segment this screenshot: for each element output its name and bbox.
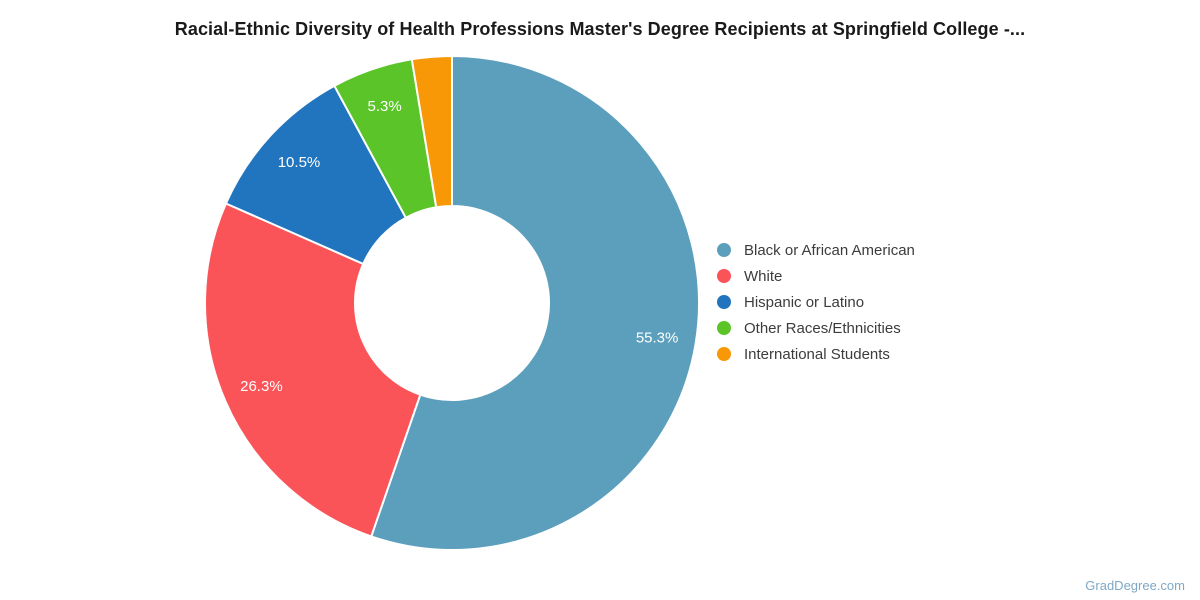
legend-item-white[interactable]: White — [717, 263, 915, 289]
pie-slice-international-students[interactable] — [410, 55, 453, 209]
legend-item-international-students[interactable]: International Students — [717, 341, 915, 367]
legend-label: Black or African American — [744, 241, 915, 259]
chart-title: Racial-Ethnic Diversity of Health Profes… — [174, 19, 1026, 39]
pie-slice-hispanic-or-latino[interactable] — [224, 84, 407, 265]
legend-swatch-icon — [717, 295, 731, 309]
legend-swatch-icon — [717, 269, 731, 283]
slice-label-black-or-african-american: 55.3% — [636, 330, 679, 347]
chart-legend: Black or African American White Hispanic… — [717, 237, 915, 367]
legend-item-hispanic-or-latino[interactable]: Hispanic or Latino — [717, 289, 915, 315]
legend-label: Other Races/Ethnicities — [744, 319, 901, 337]
slice-label-white: 26.3% — [240, 378, 283, 395]
legend-swatch-icon — [717, 321, 731, 335]
slice-label-other-races-ethnicities: 5.3% — [367, 98, 401, 115]
legend-label: Hispanic or Latino — [744, 293, 865, 311]
slice-label-hispanic-or-latino: 10.5% — [278, 154, 321, 171]
pie-slice-white[interactable] — [204, 202, 422, 538]
legend-item-other-races-ethnicities[interactable]: Other Races/Ethnicities — [717, 315, 915, 341]
legend-swatch-icon — [717, 243, 731, 257]
legend-label: White — [744, 267, 783, 285]
legend-swatch-icon — [717, 347, 731, 361]
legend-label: International Students — [744, 345, 890, 363]
watermark-link[interactable]: GradDegree.com — [1085, 578, 1185, 593]
legend-item-black-or-african-american[interactable]: Black or African American — [717, 237, 915, 263]
pie-slice-black-or-african-american[interactable] — [370, 55, 700, 551]
